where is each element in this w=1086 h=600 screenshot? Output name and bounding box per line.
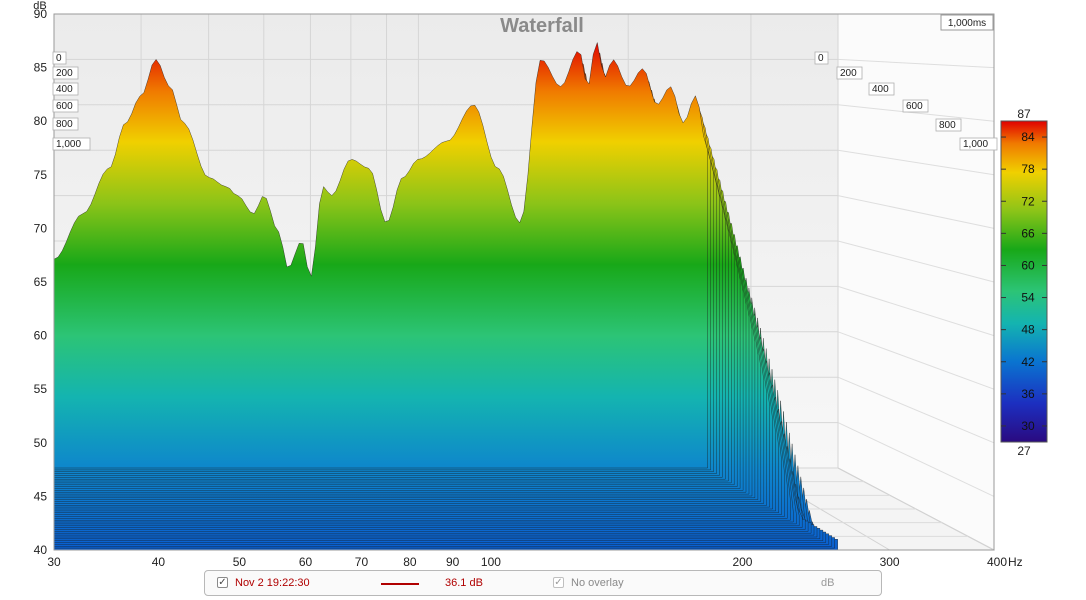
x-tick-label: 400	[987, 555, 1007, 568]
y-tick-label: 60	[34, 329, 48, 343]
colorbar-tick-label: 60	[1021, 258, 1035, 272]
svg-text:800: 800	[56, 119, 73, 130]
y-tick-label: 70	[34, 221, 48, 235]
svg-text:200: 200	[56, 68, 73, 79]
svg-text:400: 400	[56, 84, 73, 95]
colorbar-tick-label: 48	[1021, 323, 1035, 337]
measurement-label[interactable]: Nov 2 19:22:30	[235, 577, 310, 589]
svg-text:400: 400	[872, 84, 889, 95]
svg-text:600: 600	[906, 101, 923, 112]
svg-text:0: 0	[56, 53, 62, 64]
measurement-checkbox[interactable]: ✓	[217, 577, 228, 588]
x-tick-label: 300	[880, 555, 900, 568]
y-tick-label: 50	[34, 436, 48, 450]
colorbar-tick-label: 30	[1021, 419, 1035, 433]
colorbar-ticks: 84 78 72 66 60 54 48 42 36 30	[1001, 130, 1047, 433]
y-axis-unit: dB	[33, 0, 46, 12]
colorbar-tick-label: 84	[1021, 130, 1035, 144]
time-tick-right: 200	[836, 66, 863, 80]
y-tick-label: 40	[34, 543, 48, 557]
time-range-label: 1,000ms	[948, 18, 986, 29]
x-axis-unit: Hz	[1008, 555, 1023, 568]
colorbar-tick-label: 72	[1021, 194, 1035, 208]
overlay-unit: dB	[821, 577, 835, 589]
colorbar: 87 27 84 78 72 66 60 54 48 42 36 30	[1000, 107, 1048, 458]
y-tick-label: 80	[34, 114, 48, 128]
svg-text:600: 600	[56, 101, 73, 112]
svg-text:200: 200	[840, 68, 857, 79]
time-tick-left: 400	[52, 82, 79, 96]
x-tick-label: 200	[732, 555, 752, 568]
time-tick-left: 800	[52, 117, 79, 131]
measurement-line-swatch	[381, 583, 419, 585]
colorbar-tick-label: 36	[1021, 387, 1035, 401]
colorbar-min-label: 27	[1017, 444, 1031, 458]
waterfall-surface	[53, 41, 838, 551]
time-tick-right: 800	[935, 118, 962, 132]
colorbar-tick-label: 66	[1021, 226, 1035, 240]
y-tick-label: 85	[34, 61, 48, 75]
colorbar-max-label: 87	[1017, 107, 1031, 121]
x-tick-label: 30	[47, 555, 61, 568]
chart-title: Waterfall	[500, 15, 584, 37]
y-tick-label: 55	[34, 382, 48, 396]
x-tick-label: 100	[481, 555, 501, 568]
y-tick-label: 65	[34, 275, 48, 289]
time-tick-right: 600	[902, 99, 929, 113]
overlay-checkbox[interactable]: ✓	[553, 577, 564, 588]
x-tick-label: 90	[446, 555, 460, 568]
svg-text:0: 0	[818, 53, 824, 64]
level-value: 36.1 dB	[445, 577, 483, 589]
y-tick-label: 75	[34, 168, 48, 182]
x-tick-label: 40	[152, 555, 166, 568]
overlay-label[interactable]: No overlay	[571, 577, 624, 589]
x-tick-label: 80	[403, 555, 417, 568]
svg-text:800: 800	[939, 120, 956, 131]
colorbar-tick-label: 78	[1021, 162, 1035, 176]
time-tick-right: 1,000	[959, 137, 998, 151]
y-tick-label: 90	[34, 7, 48, 21]
time-tick-left: 200	[52, 66, 79, 80]
colorbar-tick-label: 42	[1021, 355, 1035, 369]
time-tick-right: 0	[814, 51, 829, 65]
time-tick-left: 0	[52, 51, 67, 65]
time-range-badge: 1,000ms	[940, 14, 994, 31]
svg-text:1,000: 1,000	[56, 139, 81, 150]
time-tick-right: 400	[868, 82, 895, 96]
y-tick-label: 45	[34, 489, 48, 503]
x-tick-label: 60	[299, 555, 313, 568]
time-tick-left: 1,000	[52, 137, 91, 151]
measurement-legend: ✓ Nov 2 19:22:30 36.1 dB ✓ No overlay dB	[204, 570, 882, 596]
time-tick-left: 600	[52, 99, 79, 113]
x-tick-label: 50	[233, 555, 247, 568]
svg-text:1,000: 1,000	[963, 139, 988, 150]
colorbar-gradient	[1000, 120, 1048, 443]
colorbar-tick-label: 54	[1021, 291, 1035, 305]
x-tick-label: 70	[355, 555, 369, 568]
